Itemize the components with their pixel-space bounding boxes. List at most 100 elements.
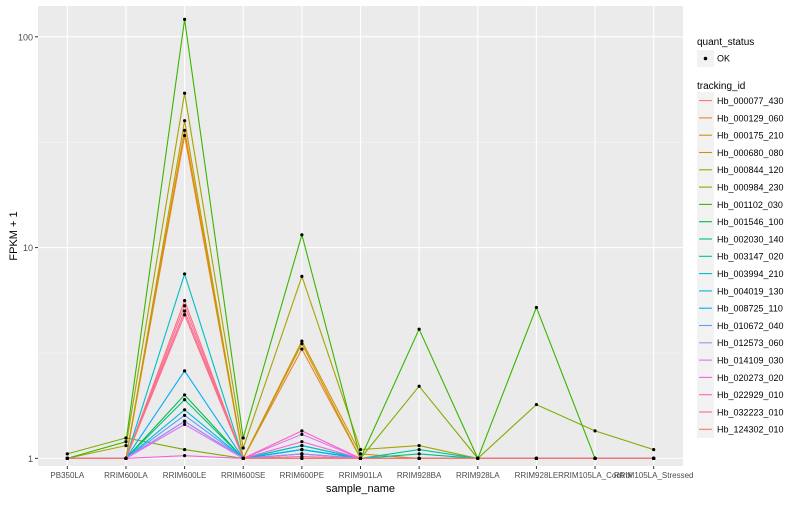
legend-label: Hb_020273_020 — [717, 373, 784, 383]
data-point — [124, 456, 128, 460]
data-point — [124, 443, 128, 448]
data-point — [593, 456, 597, 460]
data-point — [182, 369, 187, 373]
data-point — [182, 419, 187, 423]
x-tick-label: RRIM105LA_Stressed — [614, 471, 694, 480]
legend-label: Hb_032223_010 — [717, 407, 784, 417]
x-tick-label: RRIM928BA — [397, 471, 442, 480]
data-point — [182, 309, 187, 313]
data-point — [182, 304, 187, 308]
data-point — [358, 448, 363, 452]
legend-label: Hb_000175_210 — [717, 131, 784, 141]
data-point — [182, 313, 187, 317]
legend-label: Hb_000844_120 — [717, 165, 784, 175]
data-point — [182, 133, 187, 138]
x-tick-label: PB350LA — [50, 471, 84, 480]
data-point — [417, 452, 421, 456]
legend-label: Hb_003147_020 — [717, 252, 784, 262]
legend-label: Hb_000680_080 — [717, 148, 784, 158]
y-axis: 1 10 100 — [18, 32, 38, 464]
data-point — [300, 452, 304, 456]
x-axis-title: sample_name — [326, 483, 395, 495]
data-point — [182, 17, 187, 21]
data-point — [476, 456, 480, 460]
data-point — [417, 443, 421, 448]
data-point — [417, 384, 421, 388]
data-point — [300, 456, 304, 460]
data-point — [241, 436, 245, 440]
data-point — [300, 429, 304, 433]
legend: quant_status OK tracking_id Hb_000077_430 Hb… — [697, 37, 784, 438]
data-point — [182, 398, 187, 402]
legend-label: Hb_014109_030 — [717, 356, 784, 366]
color-legend-title: tracking_id — [697, 81, 745, 92]
data-point — [300, 443, 304, 448]
y-tick-label: 10 — [23, 243, 33, 253]
data-point — [124, 436, 128, 440]
data-point — [300, 432, 304, 436]
data-point — [300, 342, 304, 346]
data-point — [241, 456, 245, 460]
data-point — [358, 452, 363, 456]
data-point — [182, 91, 187, 95]
data-point — [182, 128, 187, 132]
data-point — [534, 305, 539, 310]
legend-label: Hb_000077_430 — [717, 96, 784, 106]
data-point — [182, 272, 187, 276]
data-point — [241, 446, 245, 450]
data-point — [417, 327, 421, 331]
x-tick-label: RRIM600PE — [280, 471, 324, 480]
data-point — [300, 347, 304, 351]
legend-label: Hb_003994_210 — [717, 269, 784, 279]
data-point — [65, 452, 69, 456]
x-tick-label: RRIM600LE — [163, 471, 207, 480]
data-point — [182, 299, 187, 303]
x-tick-label: RRIM105LA_Control — [558, 471, 632, 480]
legend-label: Hb_000984_230 — [717, 183, 784, 193]
shape-legend-label: OK — [717, 54, 730, 64]
data-points — [65, 17, 656, 460]
legend-label: Hb_010672_040 — [717, 321, 784, 331]
data-point — [300, 233, 304, 237]
data-point — [182, 454, 187, 458]
legend-label: Hb_008725_110 — [717, 304, 783, 314]
y-tick-label: 1 — [28, 454, 33, 464]
data-point — [300, 274, 304, 278]
legend-label: Hb_012573_060 — [717, 338, 784, 348]
data-point — [300, 339, 304, 343]
data-point — [652, 456, 656, 460]
legend-label: Hb_124302_010 — [717, 425, 784, 435]
data-point — [358, 456, 363, 460]
x-tick-label: RRIM600LA — [104, 471, 148, 480]
y-tick-label: 100 — [18, 32, 33, 42]
data-point — [124, 440, 128, 444]
x-axis: PB350LA RRIM600LA RRIM600LE RRIM600SE RRIM60… — [50, 466, 693, 480]
legend-label: Hb_000129_060 — [717, 113, 784, 123]
data-point — [182, 393, 187, 397]
legend-label: Hb_004019_130 — [717, 286, 784, 296]
data-point — [417, 456, 421, 460]
shape-legend-title: quant_status — [697, 37, 754, 48]
x-tick-label: RRIM928LA — [456, 471, 500, 480]
legend-label: Hb_001102_030 — [717, 200, 783, 210]
legend-point-icon — [703, 56, 708, 61]
legend-label: Hb_002030_140 — [717, 234, 784, 244]
y-axis-title: FPKM + 1 — [8, 211, 20, 260]
data-point — [593, 429, 597, 433]
data-point — [65, 456, 69, 460]
data-point — [182, 408, 187, 412]
data-point — [300, 440, 304, 444]
data-point — [417, 448, 421, 452]
data-point — [182, 413, 187, 417]
data-point — [534, 456, 539, 460]
data-point — [182, 448, 187, 452]
legend-label: Hb_001546_100 — [717, 217, 784, 227]
data-point — [182, 422, 187, 426]
data-point — [652, 448, 656, 452]
legend-label: Hb_022929_010 — [717, 390, 784, 400]
data-point — [182, 119, 187, 123]
data-point — [534, 402, 539, 407]
x-tick-label: RRIM901LA — [339, 471, 383, 480]
